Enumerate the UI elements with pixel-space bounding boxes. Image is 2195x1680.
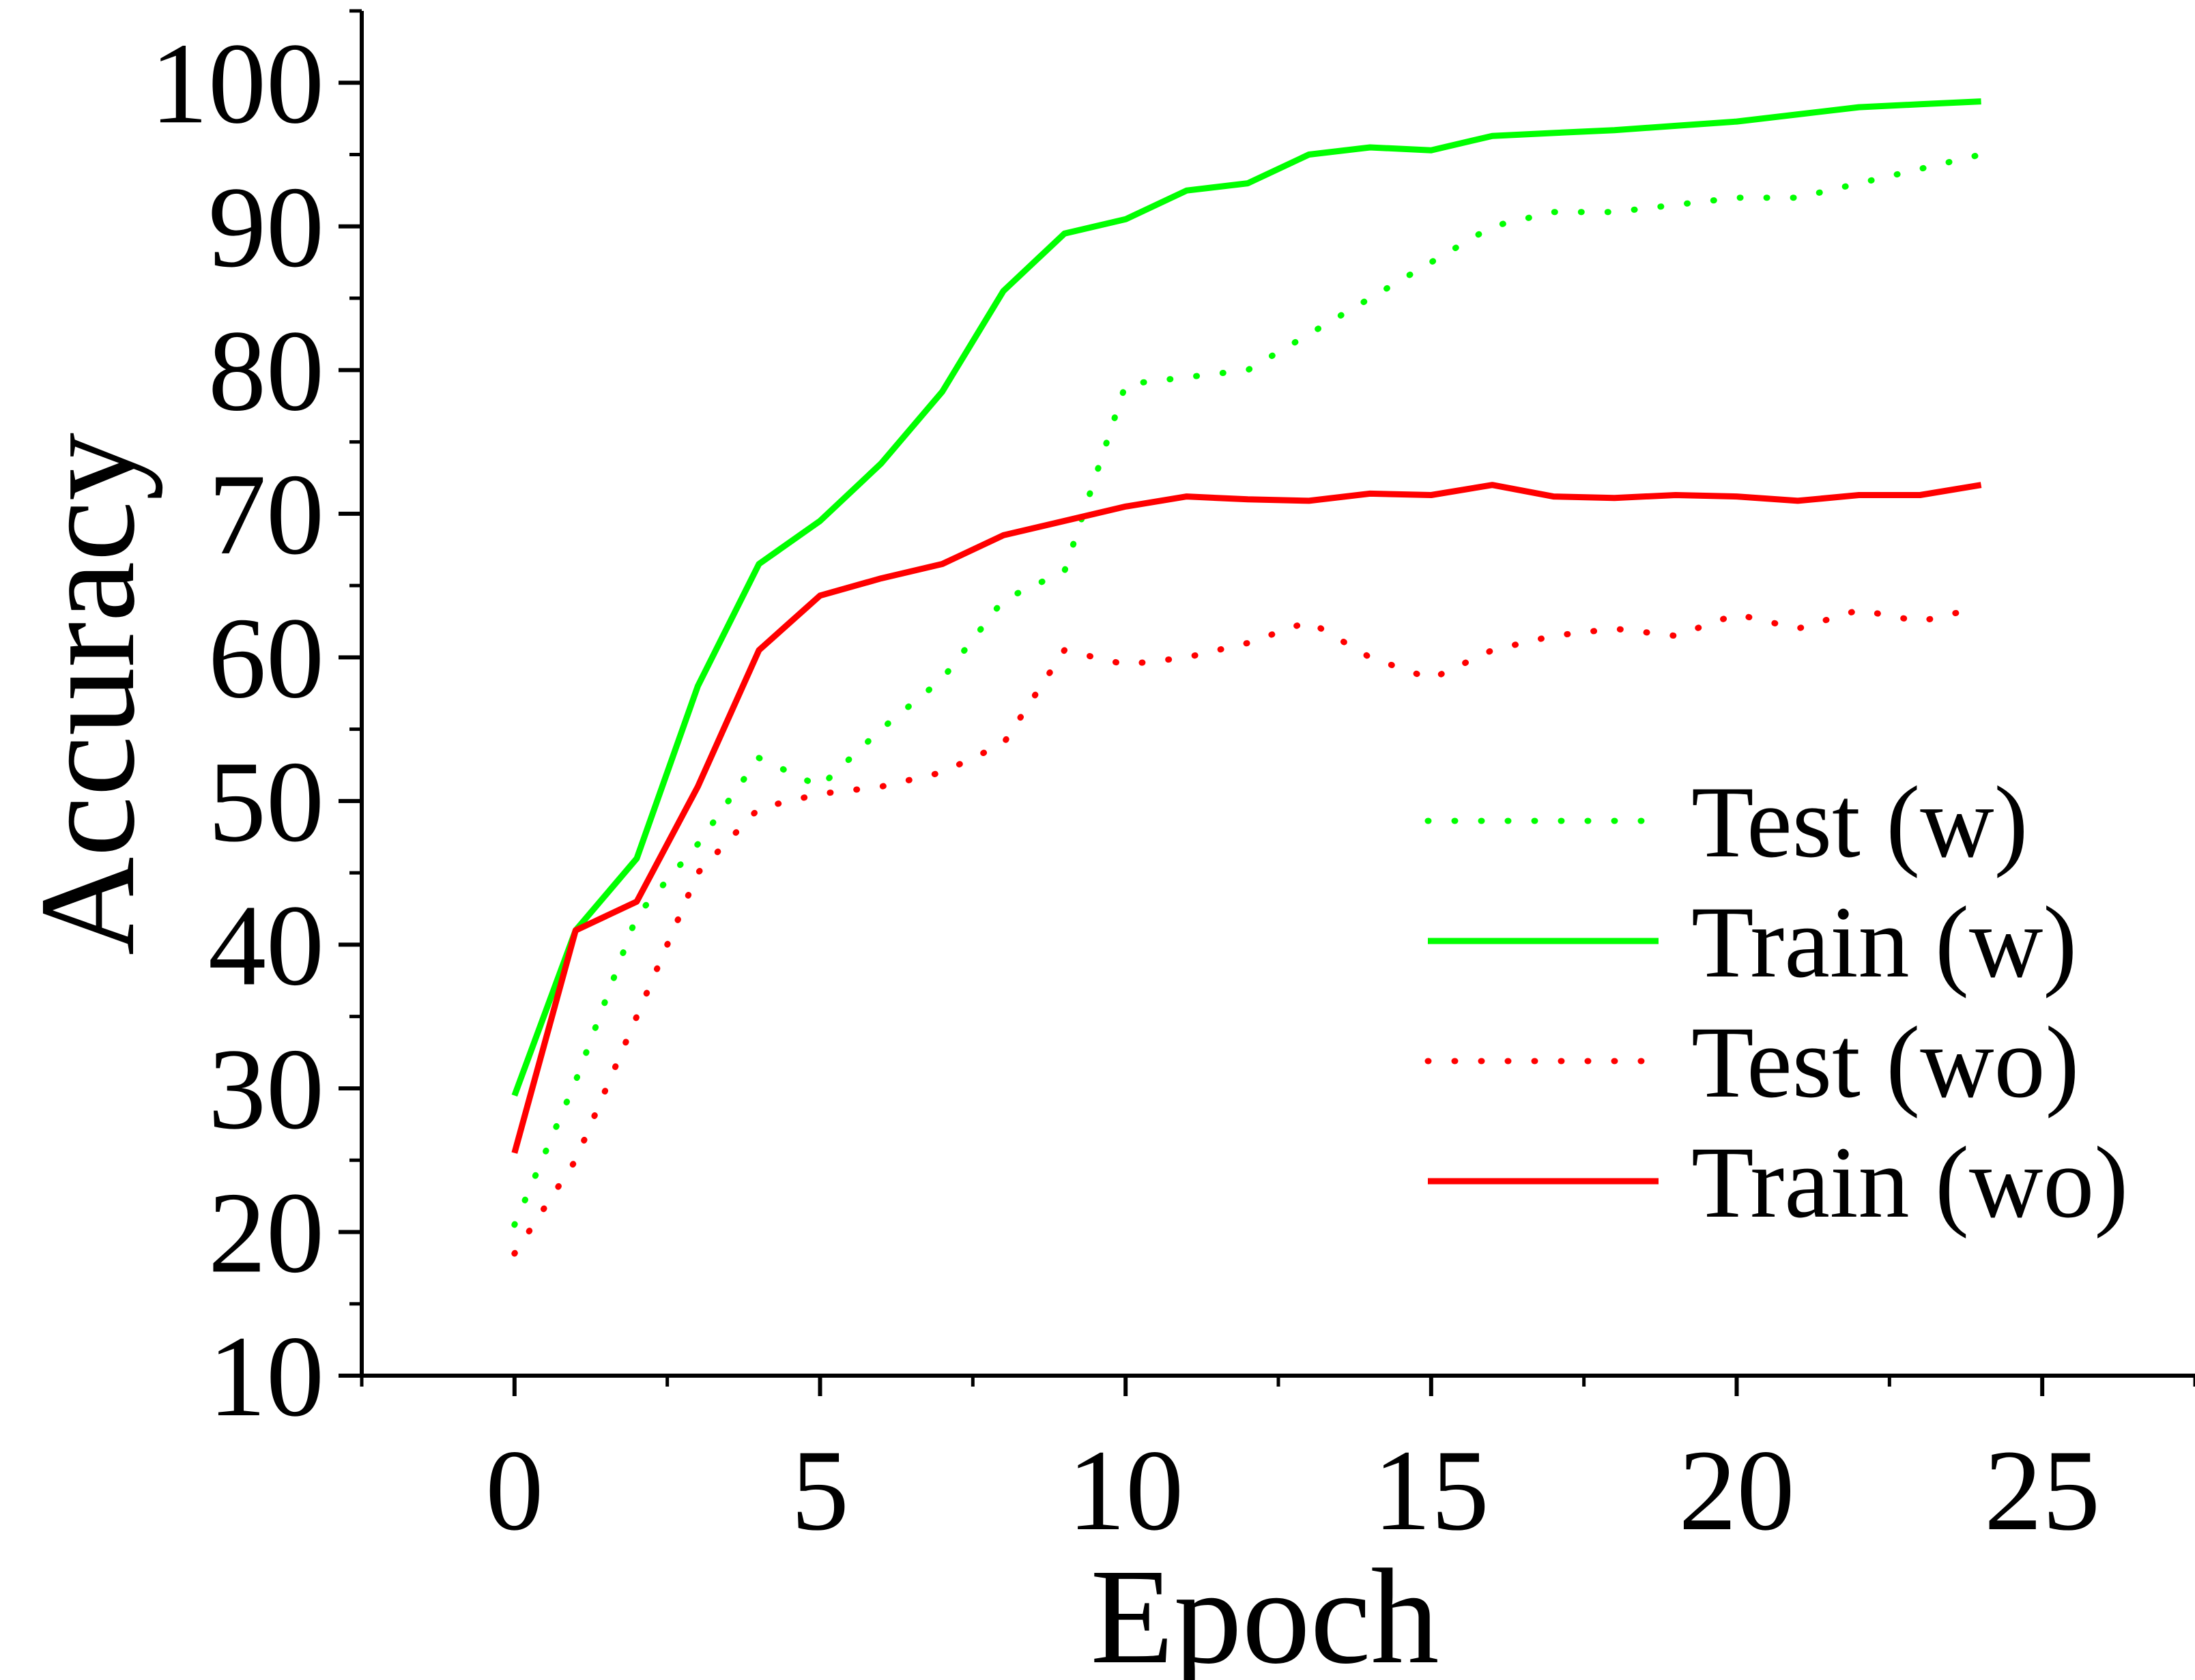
x-axis-title: Epoch (1091, 1541, 1439, 1680)
x-tick-label: 10 (1067, 1426, 1183, 1554)
x-tick-label: 25 (1984, 1426, 2100, 1554)
tick-labels: 10 20 30 40 50 60 70 80 90 100 0 5 10 15 20 25 (150, 19, 2100, 1554)
y-tick-label: 70 (208, 450, 324, 579)
series-line-train-w (511, 98, 1981, 1097)
series-lines (511, 98, 1985, 1257)
y-tick-label: 80 (208, 306, 324, 435)
y-tick-label: 30 (208, 1025, 324, 1153)
series-line-train-wo (511, 482, 1982, 1154)
legend-label-test-w: Test (w) (1691, 766, 2028, 879)
legend-label-train-wo: Train (wo) (1691, 1126, 2128, 1239)
legend-label-test-wo: Test (wo) (1691, 1006, 2080, 1119)
y-tick-label: 100 (150, 19, 324, 147)
y-axis-title: Accuracy (12, 433, 163, 955)
legend: Test (w)Train (w)Test (wo)Train (wo) (1424, 766, 2128, 1239)
series-line-test-wo (511, 604, 1985, 1257)
y-tick-label: 10 (208, 1312, 324, 1440)
x-tick-label: 5 (791, 1426, 849, 1554)
x-tick-label: 0 (485, 1426, 543, 1554)
y-tick-label: 60 (208, 594, 324, 722)
y-tick-label: 40 (208, 881, 324, 1009)
series-line-test-w (511, 151, 1985, 1228)
x-tick-label: 20 (1679, 1426, 1795, 1554)
y-tick-label: 50 (208, 738, 324, 866)
y-tick-label: 20 (208, 1168, 324, 1297)
x-tick-label: 15 (1373, 1426, 1489, 1554)
y-tick-label: 90 (208, 163, 324, 291)
legend-label-train-w: Train (w) (1691, 886, 2077, 999)
axes (339, 9, 2195, 1396)
